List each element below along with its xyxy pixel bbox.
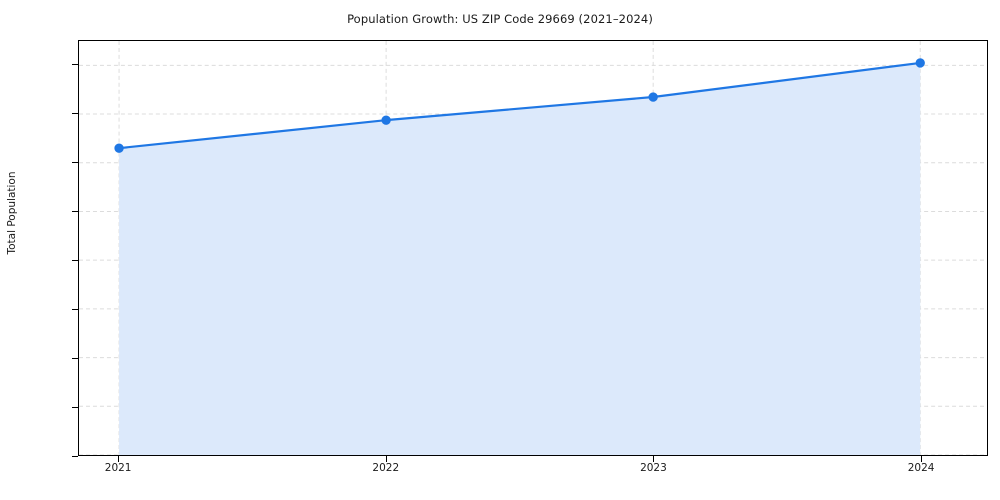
data-point-marker-2024 [915,58,925,68]
y-axis-tick-mark [72,456,78,457]
x-axis-tick-mark [385,456,387,462]
area-fill [119,62,921,455]
data-line [117,61,922,150]
x-axis-tick-label: 2022 [372,462,400,474]
plot-area [78,40,988,456]
x-axis-tick-mark [653,456,655,462]
data-point-marker-2022 [381,115,391,125]
x-axis-tick-label: 2024 [907,462,935,474]
x-axis-tick-mark [921,456,923,462]
data-point-marker-2023 [648,92,658,102]
data-point-marker-2021 [114,143,124,153]
x-axis-tick-mark [118,456,120,462]
y-axis-label: Total Population [6,171,18,255]
x-axis-tick-label: 2021 [104,462,132,474]
chart-title: Population Growth: US ZIP Code 29669 (20… [347,12,653,26]
x-axis-tick-label: 2023 [640,462,667,474]
data-series-layer [114,58,925,455]
